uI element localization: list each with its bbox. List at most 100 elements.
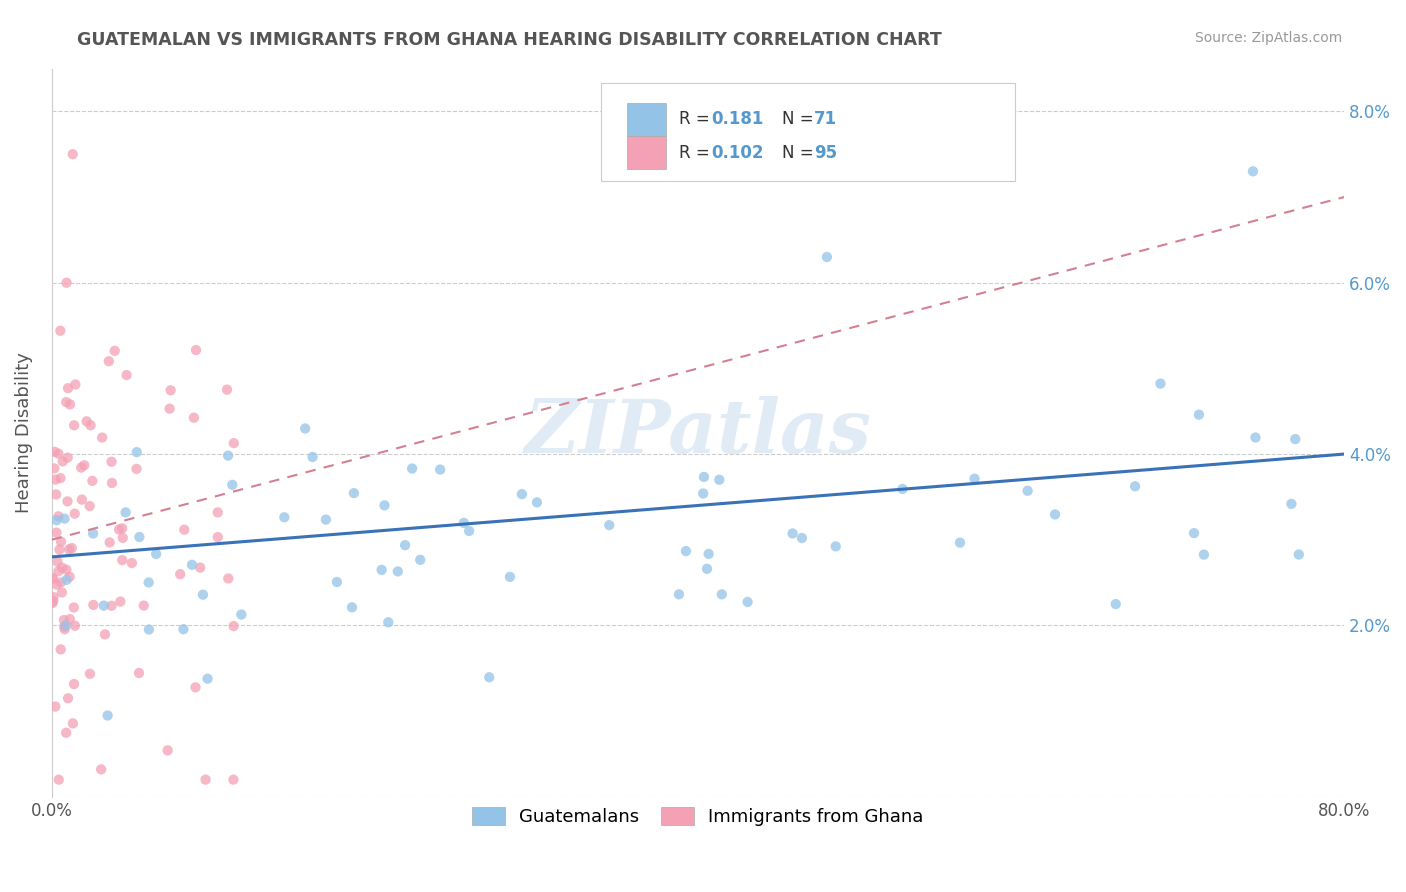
Point [101,475,124,490]
Point [188,560,211,574]
Point [326,574,349,589]
Point [51,560,73,574]
Point [1149,376,1171,391]
Point [215,383,238,397]
Point [121,556,143,570]
Point [394,538,416,552]
Text: 95: 95 [814,144,838,162]
Point [217,571,239,585]
Point [377,615,399,630]
Point [82,474,104,488]
Point [100,599,122,613]
Point [48,564,70,578]
Point [128,665,150,680]
Point [138,623,160,637]
Point [373,499,395,513]
Point [891,482,914,496]
Point [387,565,409,579]
Point [70,460,93,475]
Point [173,523,195,537]
Point [156,743,179,757]
Point [169,567,191,582]
Point [59,570,82,584]
Point [55,563,77,577]
Point [159,401,181,416]
Point [59,397,82,411]
Point [401,461,423,475]
Point [45,525,67,540]
Point [453,516,475,530]
Point [42,594,65,608]
Point [294,421,316,435]
Point [184,343,207,357]
Point [60,541,83,555]
FancyBboxPatch shape [627,103,665,136]
Point [221,478,243,492]
Point [48,772,70,787]
Point [111,531,134,545]
Point [184,681,207,695]
FancyBboxPatch shape [600,83,1015,181]
Point [55,726,77,740]
Point [197,672,219,686]
Text: 0.181: 0.181 [711,111,763,128]
Point [111,553,134,567]
Point [63,677,86,691]
Point [94,627,117,641]
Point [370,563,392,577]
Point [46,555,69,569]
Point [55,276,77,290]
Point [55,395,77,409]
Point [194,772,217,787]
Legend: Guatemalans, Immigrants from Ghana: Guatemalans, Immigrants from Ghana [464,797,932,835]
Point [598,518,620,533]
Point [63,507,86,521]
Point [222,436,245,450]
Point [1288,548,1310,562]
Point [56,450,79,465]
Point [55,618,77,632]
Point [191,588,214,602]
Point [45,487,67,501]
Point [183,410,205,425]
Point [1244,430,1267,444]
Point [1105,597,1128,611]
Point [76,414,98,428]
Point [675,544,697,558]
Point [1192,548,1215,562]
Point [56,691,79,706]
Point [222,772,245,787]
Point [128,530,150,544]
FancyBboxPatch shape [627,136,665,169]
Point [90,763,112,777]
Point [79,499,101,513]
Point [145,547,167,561]
Point [52,613,75,627]
Point [782,526,804,541]
Point [1284,432,1306,446]
Point [44,461,66,475]
Point [97,708,120,723]
Point [1017,483,1039,498]
Point [409,553,432,567]
Point [458,524,481,538]
Point [207,505,229,519]
Point [104,343,127,358]
Point [125,445,148,459]
Point [222,619,245,633]
Point [692,486,714,500]
Point [53,620,76,634]
Text: GUATEMALAN VS IMMIGRANTS FROM GHANA HEARING DISABILITY CORRELATION CHART: GUATEMALAN VS IMMIGRANTS FROM GHANA HEAR… [77,31,942,49]
Point [82,598,104,612]
Text: R =: R = [679,144,714,162]
Point [343,486,366,500]
Point [1123,479,1146,493]
Text: N =: N = [782,111,818,128]
Point [91,431,114,445]
Point [42,590,65,604]
Point [110,594,132,608]
Point [51,585,73,599]
Point [82,526,104,541]
Point [70,492,93,507]
Point [56,494,79,508]
